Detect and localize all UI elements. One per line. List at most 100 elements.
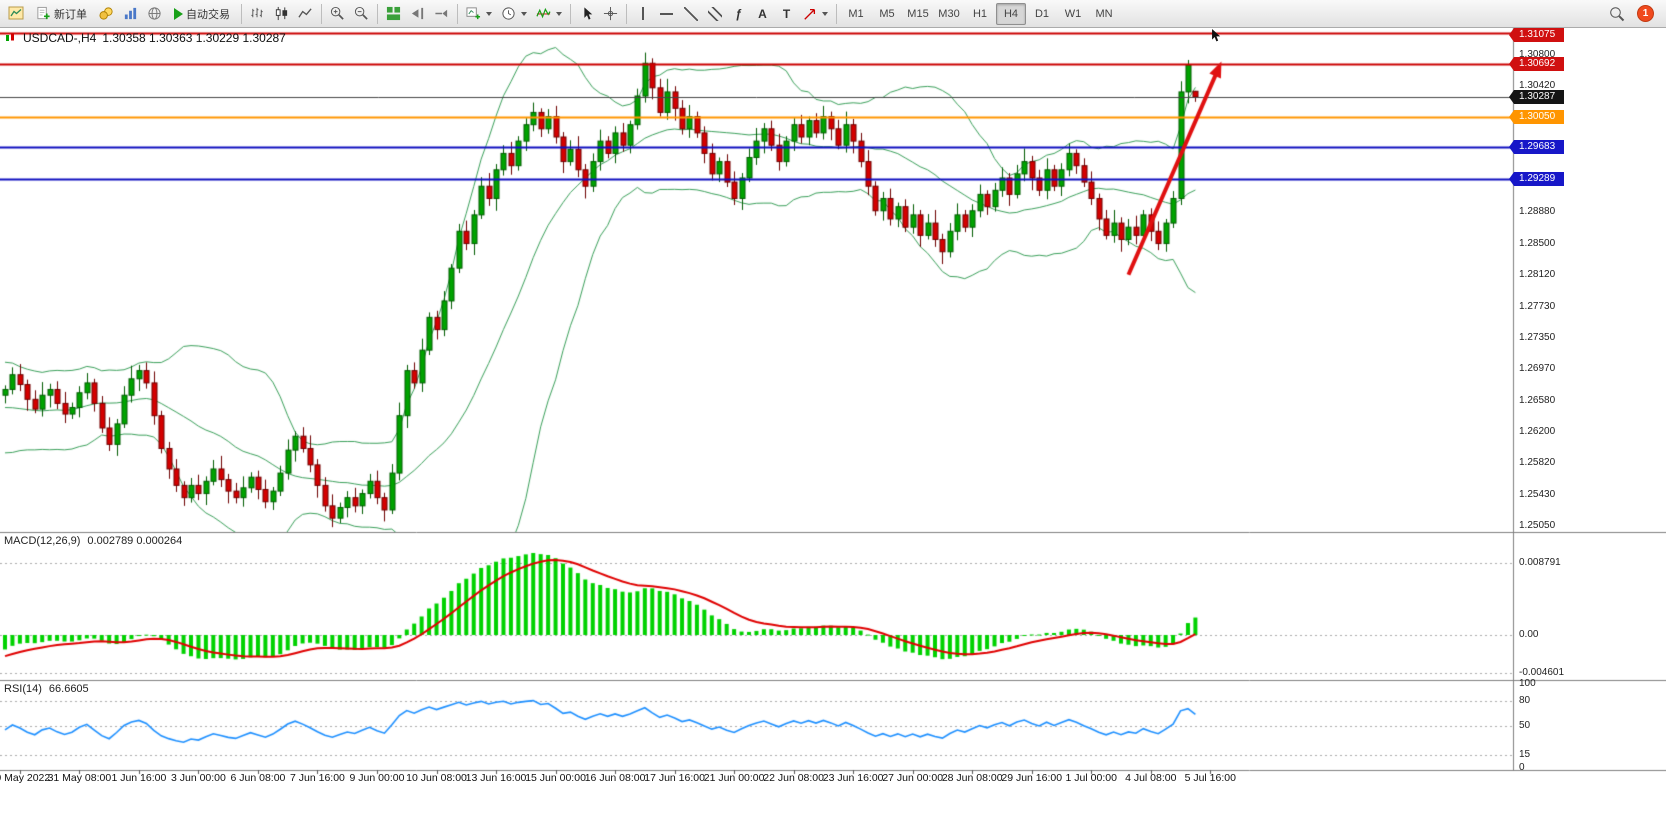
time-tick-label: 27 Jun 00:00	[882, 772, 944, 784]
navigator-button[interactable]	[119, 3, 142, 25]
macd-indicator-label: MACD(12,26,9) 0.002789 0.000264	[4, 535, 182, 547]
crosshair-icon	[603, 6, 618, 21]
rsi-tick-label: 0	[1519, 762, 1525, 773]
rsi-name: RSI(14)	[4, 683, 42, 695]
price-level-badge: 1.29683	[1509, 139, 1564, 154]
clock-icon	[502, 7, 515, 20]
bar-chart-button[interactable]	[246, 3, 269, 25]
price-tick-label: 1.25050	[1519, 520, 1556, 532]
price-tick-label: 1.28500	[1519, 237, 1556, 249]
auto-trading-button[interactable]: 自动交易	[167, 3, 237, 25]
time-tick-label: 7 Jun 16:00	[290, 772, 345, 784]
rsi-tick-label: 100	[1519, 678, 1536, 689]
timeframe-w1-button[interactable]: W1	[1058, 3, 1088, 25]
tile-windows-button[interactable]	[382, 3, 405, 25]
chart-title: USDCAD-,H4 1.30358 1.30363 1.30229 1.302…	[5, 31, 286, 45]
vertical-line-icon	[641, 7, 644, 20]
timeframe-m5-button[interactable]: M5	[872, 3, 902, 25]
zoom-in-button[interactable]	[326, 3, 349, 25]
label-icon: T	[782, 6, 791, 21]
price-tick-label: 1.28880	[1519, 206, 1556, 218]
zoom-in-icon	[330, 6, 344, 20]
chart-shift-icon	[411, 7, 424, 20]
search-button[interactable]	[1605, 3, 1629, 25]
fibonacci-tool-button[interactable]: ƒ	[727, 3, 750, 25]
trendline-icon	[683, 6, 698, 21]
trendline-tool-button[interactable]	[679, 3, 702, 25]
community-button[interactable]	[143, 3, 166, 25]
time-tick-label: 28 Jun 08:00	[941, 772, 1003, 784]
toolbar-separator	[570, 3, 571, 24]
cursor-icon	[583, 7, 592, 20]
auto-scroll-button[interactable]	[430, 3, 453, 25]
time-tick-label: 1 Jun 16:00	[111, 772, 167, 784]
price-level-badge: 1.30692	[1509, 56, 1564, 71]
zoom-out-icon	[354, 6, 368, 20]
auto-scroll-icon	[435, 9, 448, 18]
candlestick-button[interactable]	[270, 3, 293, 25]
time-tick-label: 30 May 2022	[0, 772, 51, 784]
chart-title-icon	[6, 33, 14, 41]
text-tool-button[interactable]: A	[751, 3, 774, 25]
crosshair-tool-button[interactable]	[599, 3, 622, 25]
mouse-cursor-icon	[1212, 29, 1221, 42]
notifications-badge[interactable]: 1	[1637, 5, 1654, 22]
time-tick-label: 4 Jul 08:00	[1125, 772, 1177, 784]
timeframe-h1-button[interactable]: H1	[965, 3, 995, 25]
indicators-button[interactable]	[532, 3, 566, 25]
shapes-tool-button[interactable]	[799, 3, 832, 25]
macd-tick-label: 0.008791	[1519, 557, 1561, 568]
vertical-line-tool-button[interactable]	[631, 3, 654, 25]
time-tick-label: 15 Jun 00:00	[525, 772, 586, 784]
chart-shift-button[interactable]	[406, 3, 429, 25]
macd-values: 0.002789 0.000264	[87, 535, 183, 547]
time-tick-label: 22 Jun 08:00	[763, 772, 824, 784]
time-tick-label: 16 Jun 08:00	[584, 772, 646, 784]
timeframe-m1-button[interactable]: M1	[841, 3, 871, 25]
time-tick-label: 6 Jun 08:00	[230, 772, 286, 784]
zoom-out-button[interactable]	[350, 3, 373, 25]
cursor-tool-button[interactable]	[575, 3, 598, 25]
channel-tool-button[interactable]	[703, 3, 726, 25]
label-tool-button[interactable]: T	[775, 3, 798, 25]
price-tick-label: 1.26200	[1519, 426, 1556, 438]
timeframe-d1-button[interactable]: D1	[1027, 3, 1057, 25]
price-chart-canvas[interactable]	[0, 28, 1666, 792]
market-watch-button[interactable]	[95, 3, 118, 25]
horizontal-line-tool-button[interactable]	[655, 3, 678, 25]
line-chart-icon	[298, 8, 312, 18]
timeframe-mn-button[interactable]: MN	[1089, 3, 1119, 25]
time-tick-label: 29 Jun 16:00	[1001, 772, 1063, 784]
price-tick-label: 1.30420	[1519, 80, 1556, 92]
tile-windows-icon	[386, 6, 401, 21]
timeframe-h4-button[interactable]: H4	[996, 2, 1026, 25]
time-tick-label: 23 Jun 16:00	[822, 772, 884, 784]
line-chart-button[interactable]	[294, 3, 317, 25]
price-tick-label: 1.27730	[1519, 300, 1556, 312]
globe-icon	[148, 7, 161, 20]
play-icon	[174, 7, 183, 20]
price-tick-label: 1.25430	[1519, 489, 1556, 501]
market-watch-icon	[99, 7, 113, 20]
price-tick-label: 1.28120	[1519, 268, 1556, 280]
chart-window-button[interactable]	[4, 3, 28, 25]
rsi-tick-label: 50	[1519, 720, 1531, 731]
new-order-icon	[37, 6, 50, 20]
chart-symbol-period: USDCAD-,H4	[23, 31, 97, 45]
dropdown-caret-icon	[486, 11, 492, 16]
new-order-button[interactable]: 新订单	[29, 3, 94, 25]
new-chart-icon	[466, 7, 481, 20]
time-tick-label: 9 Jun 00:00	[349, 772, 405, 784]
rsi-tick-label: 80	[1519, 694, 1531, 706]
new-chart-button[interactable]	[462, 3, 496, 25]
toolbar-separator	[377, 3, 378, 24]
rsi-indicator-label: RSI(14) 66.6605	[4, 683, 89, 695]
bar-chart-icon	[251, 7, 263, 18]
time-tick-label: 17 Jun 16:00	[644, 772, 705, 784]
price-tick-label: 1.26580	[1519, 394, 1556, 406]
timeframe-m15-button[interactable]: M15	[903, 3, 933, 25]
periods-button[interactable]	[497, 3, 531, 25]
timeframe-m30-button[interactable]: M30	[934, 3, 964, 25]
toolbar-separator	[321, 3, 322, 24]
